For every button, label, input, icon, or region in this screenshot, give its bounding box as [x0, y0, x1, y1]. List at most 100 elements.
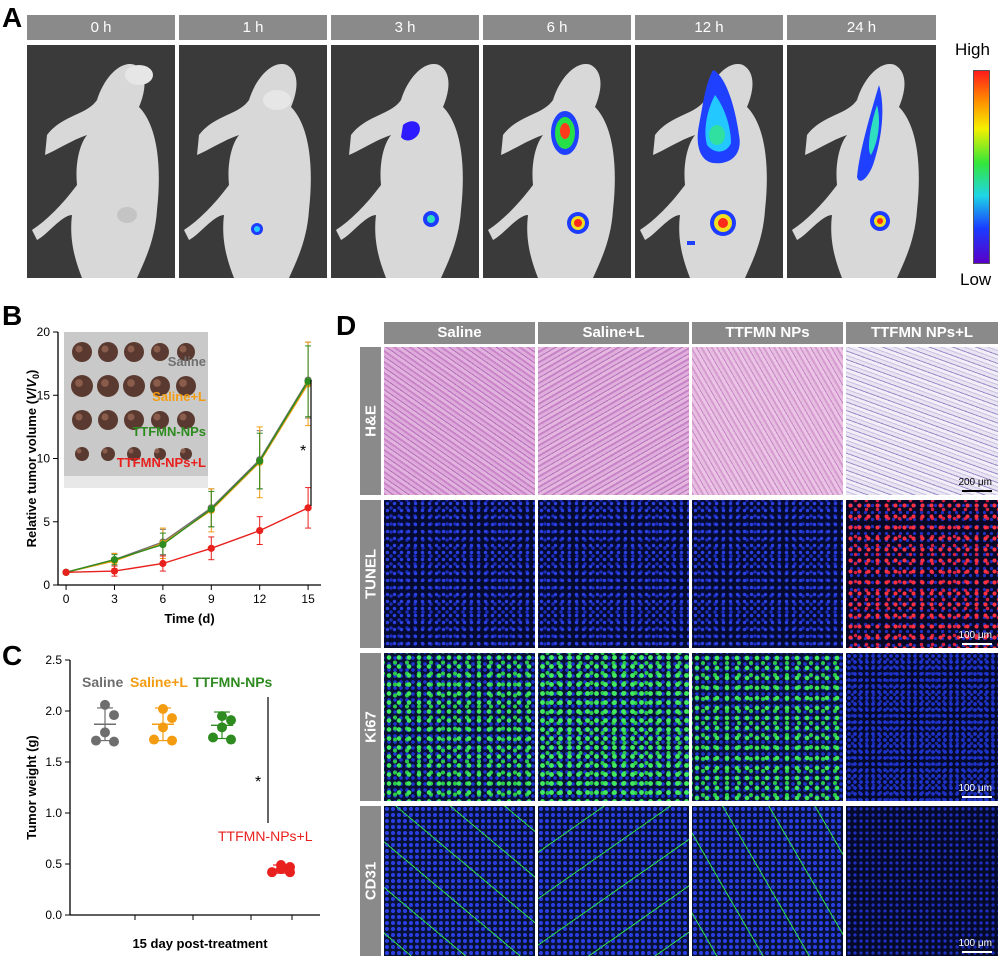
fluorescence-image-12h — [635, 45, 783, 278]
tumor-specimen — [151, 343, 169, 361]
x-tick-label: 6 — [160, 592, 167, 606]
tumor-specimen — [75, 447, 89, 461]
scale-bar — [962, 796, 992, 798]
series-line — [65, 380, 309, 574]
tumor-specimen — [123, 375, 145, 397]
panel-c-label: C — [2, 640, 23, 671]
tumor-photo-inset — [64, 332, 208, 488]
x-tick-label: 15 — [301, 592, 315, 606]
column-header-ttfmn-l: TTFMN NPs+L — [846, 322, 998, 344]
timepoint-header: 0 h — [27, 15, 175, 40]
tumor-specimen-highlight — [127, 345, 135, 353]
fluorescence-image-3h — [331, 45, 479, 278]
mouse-silhouette — [32, 64, 159, 278]
timepoint-header: 3 h — [331, 15, 479, 40]
data-point — [267, 867, 277, 878]
significance-star: * — [300, 443, 306, 460]
data-point — [226, 734, 236, 745]
y-tick-label: 10 — [37, 452, 51, 466]
ki67-image-ttfmn-l: 100 μm — [846, 653, 998, 801]
tumor-specimen-highlight — [127, 413, 135, 421]
mouse-silhouette — [792, 64, 919, 278]
he-image-saline — [384, 347, 535, 495]
data-point — [167, 713, 177, 724]
tunel-image-ttfmn — [692, 500, 843, 648]
data-point — [276, 864, 286, 875]
row-label-he: H&E — [362, 405, 379, 437]
tumor-specimen — [72, 342, 92, 362]
mouse-silhouette — [336, 64, 463, 278]
inset-label-saline: Saline — [168, 354, 206, 369]
panel-a-label: A — [2, 2, 23, 33]
data-point — [285, 867, 295, 878]
data-point — [226, 715, 236, 726]
x-axis-title: Time (d) — [164, 611, 214, 626]
tumor-specimen-highlight — [154, 448, 160, 454]
tumor-specimen-highlight — [102, 448, 108, 454]
x-tick-label: 0 — [63, 592, 70, 606]
cd31-image-saline-l — [538, 806, 689, 956]
row-header-ki67: Ki67 — [360, 653, 381, 801]
tunel-image-ttfmn-l: 100 μm — [846, 500, 998, 648]
x-tick-label: 9 — [208, 592, 215, 606]
tumor-specimen — [124, 342, 144, 362]
y-tick-label: 1.5 — [45, 755, 62, 769]
row-header-tunel: TUNEL — [360, 500, 381, 648]
tumor-specimen — [101, 447, 115, 461]
he-image-ttfmn — [692, 347, 843, 495]
data-point — [304, 377, 312, 385]
data-point — [158, 703, 168, 714]
group-label-ttfmn-l: TTFMN-NPs+L — [218, 828, 313, 844]
y-tick-label: 0.5 — [45, 857, 62, 871]
timepoint-header: 12 h — [635, 15, 783, 40]
tumor-specimen-highlight — [76, 448, 82, 454]
row-label-tunel: TUNEL — [362, 549, 379, 599]
colorbar-low-label: Low — [960, 270, 992, 289]
scale-bar — [962, 643, 992, 645]
data-point — [109, 710, 119, 721]
row-header-he: H&E — [360, 347, 381, 495]
tumor-specimen — [97, 375, 119, 397]
data-point — [207, 544, 215, 552]
mouse-silhouette — [184, 64, 311, 278]
timepoint-header: 24 h — [787, 15, 936, 40]
tumor-specimen — [71, 375, 93, 397]
tumor-weight-chart: 0.0 0.5 1.0 1.5 2.0 2.5 15 day post-treatment T… — [24, 653, 320, 951]
data-point — [217, 711, 227, 722]
scale-bar-label: 100 μm — [958, 630, 992, 641]
data-point — [167, 735, 177, 746]
data-point — [207, 505, 215, 513]
inset-label-ttfmn: TTFMN-NPs — [132, 424, 206, 439]
data-point — [149, 734, 159, 745]
colorbar-high-label: High — [955, 40, 990, 59]
tumor-specimen-highlight — [101, 413, 109, 421]
fluorescence-image-24h — [787, 45, 936, 278]
inset-label-ttfmn-l: TTFMN-NPs+L — [117, 455, 206, 470]
series-line — [66, 507, 309, 574]
row-label-ki67: Ki67 — [362, 711, 379, 743]
y-tick-label: 1.0 — [45, 806, 62, 820]
x-tick-label: 3 — [111, 592, 118, 606]
tunel-image-saline — [384, 500, 535, 648]
y-tick-label: 0 — [43, 578, 50, 592]
scale-bar-label: 200 μm — [958, 477, 992, 488]
column-header-saline: Saline — [384, 322, 535, 344]
row-header-cd31: CD31 — [360, 806, 381, 956]
cd31-image-saline — [384, 806, 535, 956]
x-axis-title: 15 day post-treatment — [132, 936, 268, 951]
data-point — [91, 735, 101, 746]
data-point — [208, 732, 218, 743]
tumor-specimen-highlight — [128, 448, 134, 454]
scale-bar — [962, 951, 992, 953]
tumor-specimen-highlight — [75, 345, 83, 353]
tunel-image-saline-l — [538, 500, 689, 648]
ki67-image-saline — [384, 653, 535, 801]
row-label-cd31: CD31 — [362, 861, 379, 901]
fluorescence-signal — [401, 121, 420, 141]
y-tick-label: 2.0 — [45, 704, 62, 718]
mouse-silhouette — [640, 64, 767, 278]
tumor-specimen-highlight — [101, 345, 109, 353]
y-axis-title: Relative tumor volume (V/V0) — [24, 370, 41, 548]
x-tick-label: 12 — [253, 592, 267, 606]
data-point — [256, 527, 264, 535]
